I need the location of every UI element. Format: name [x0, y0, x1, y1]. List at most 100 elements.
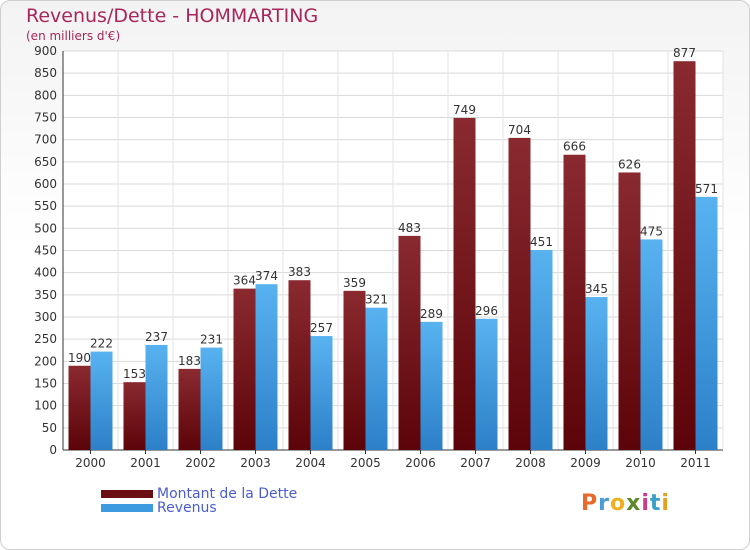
axes: 0 50 100 150 200 250 300 350 400 450 500 550 600 650 7… [34, 44, 723, 470]
logo-letter: i [641, 491, 650, 516]
bar-revenue [420, 321, 443, 450]
data-label-revenue: 289 [420, 307, 443, 321]
logo-letter: P [581, 491, 599, 516]
data-label-revenue: 374 [255, 269, 278, 283]
data-label-debt: 364 [233, 274, 256, 288]
y-tick-label: 650 [34, 155, 57, 169]
legend-swatch-revenue [101, 504, 153, 512]
y-tick-label: 550 [34, 199, 57, 213]
bar-revenue [200, 347, 223, 450]
legend-label-revenue: Revenus [157, 500, 217, 516]
logo-letter: o [609, 491, 627, 516]
data-label-debt: 483 [398, 221, 421, 235]
y-tick-label: 100 [34, 399, 57, 413]
y-tick-label: 750 [34, 111, 57, 125]
data-label-debt: 190 [68, 351, 91, 365]
data-label-debt: 153 [123, 367, 146, 381]
data-label-debt: 626 [618, 157, 641, 171]
y-tick-label: 350 [34, 288, 57, 302]
chart-title: Revenus/Dette - HOMMARTING [26, 5, 319, 27]
bar-revenue [475, 318, 498, 450]
proxiti-logo: Proxiti [581, 491, 670, 516]
bar-debt [178, 368, 201, 450]
logo-letter: x [626, 491, 642, 516]
data-label-revenue: 321 [365, 293, 388, 307]
y-tick-label: 600 [34, 177, 57, 191]
x-tick-label: 2005 [350, 456, 381, 470]
x-tick-label: 2009 [570, 456, 601, 470]
legend: Montant de la Dette Revenus [101, 486, 298, 516]
legend-item-revenue: Revenus [101, 500, 297, 516]
bar-revenue [640, 239, 663, 450]
y-tick-label: 700 [34, 133, 57, 147]
bar-debt [233, 288, 256, 450]
x-tick-label: 2003 [240, 456, 271, 470]
x-tick-label: 2011 [680, 456, 711, 470]
x-tick-label: 2001 [130, 456, 161, 470]
bar-debt [123, 382, 146, 450]
data-label-revenue: 451 [530, 235, 553, 249]
y-tick-label: 150 [34, 377, 57, 391]
y-tick-label: 0 [49, 443, 57, 457]
data-label-debt: 183 [178, 354, 201, 368]
y-tick-label: 300 [34, 310, 57, 324]
logo-letter: i [661, 491, 670, 516]
data-label-revenue: 237 [145, 330, 168, 344]
bar-debt [343, 290, 366, 450]
data-label-debt: 666 [563, 140, 586, 154]
bar-debt [288, 280, 311, 450]
bar-revenue [365, 307, 388, 450]
bar-debt [68, 365, 91, 450]
bar-debt [398, 235, 421, 450]
x-tick-label: 2008 [515, 456, 546, 470]
data-label-debt: 877 [673, 46, 696, 60]
bar-revenue [530, 250, 553, 450]
legend-label-debt: Montant de la Dette [157, 486, 298, 502]
y-tick-label: 250 [34, 332, 57, 346]
data-label-debt: 359 [343, 276, 366, 290]
bar-revenue [90, 351, 113, 450]
bar-revenue [585, 297, 608, 450]
data-label-debt: 704 [508, 123, 531, 137]
x-tick-label: 2000 [75, 456, 106, 470]
y-tick-label: 200 [34, 354, 57, 368]
data-label-debt: 383 [288, 265, 311, 279]
bar-debt [618, 172, 641, 450]
y-tick-label: 850 [34, 66, 57, 80]
y-tick-label: 500 [34, 221, 57, 235]
x-tick-label: 2004 [295, 456, 326, 470]
bar-debt [508, 137, 531, 451]
logo-letter: t [649, 491, 662, 516]
chart-subtitle: (en milliers d'€) [26, 29, 121, 43]
data-label-debt: 749 [453, 103, 476, 117]
bar-revenue [255, 284, 278, 450]
y-tick-label: 400 [34, 266, 57, 280]
data-label-revenue: 345 [585, 282, 608, 296]
y-tick-label: 800 [34, 88, 57, 102]
data-label-revenue: 475 [640, 224, 663, 238]
legend-swatch-debt [101, 490, 153, 498]
legend-item-debt: Montant de la Dette [101, 486, 298, 502]
bar-revenue [310, 336, 333, 450]
y-tick-label: 450 [34, 244, 57, 258]
gridlines [62, 50, 724, 451]
bar-debt [563, 154, 586, 451]
y-tick-label: 900 [34, 44, 57, 58]
data-label-revenue: 231 [200, 333, 223, 347]
x-tick-label: 2007 [460, 456, 491, 470]
bar-debt [453, 117, 476, 451]
x-tick-label: 2002 [185, 456, 216, 470]
bar-revenue [145, 344, 168, 450]
y-tick-label: 50 [42, 421, 57, 435]
data-label-revenue: 296 [475, 304, 498, 318]
x-tick-label: 2010 [625, 456, 656, 470]
bar-revenue [695, 196, 718, 450]
data-label-revenue: 222 [90, 337, 113, 351]
data-label-revenue: 571 [695, 182, 718, 196]
logo-letter: r [598, 491, 610, 516]
bar-debt [673, 61, 696, 451]
x-tick-label: 2006 [405, 456, 436, 470]
